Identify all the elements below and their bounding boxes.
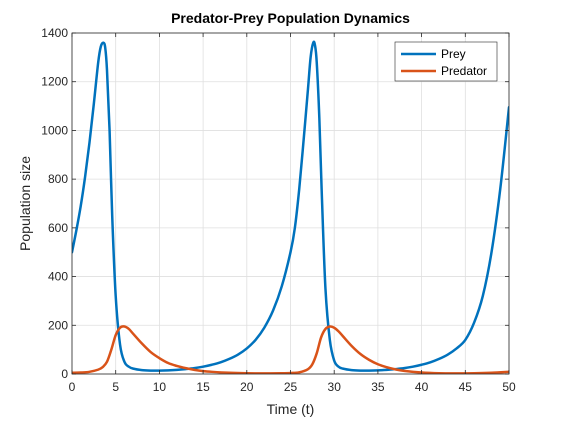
x-tick-label: 10 [153, 380, 167, 394]
x-tick-label: 20 [240, 380, 254, 394]
y-tick-label: 600 [48, 221, 68, 235]
legend-box [394, 41, 498, 82]
tick-labels: 0 5 10 15 20 25 30 35 40 45 50 0 200 400 600 800 1000 120… [41, 26, 516, 394]
series-line-predator [72, 325, 509, 374]
y-tick-label: 1400 [41, 26, 68, 40]
x-tick-label: 40 [415, 380, 429, 394]
x-tick-label: 50 [502, 380, 516, 394]
series-line-prey [72, 40, 509, 372]
x-tick-label: 5 [112, 380, 119, 394]
y-tick-label: 400 [48, 270, 68, 284]
x-tick-label: 35 [371, 380, 385, 394]
x-tick-label: 0 [69, 380, 76, 394]
legend-label-prey: Prey [441, 47, 466, 61]
y-tick-label: 1000 [41, 123, 68, 137]
x-tick-label: 15 [196, 380, 210, 394]
legend: Prey Predator [394, 41, 498, 82]
y-tick-label: 200 [48, 318, 68, 332]
y-axis-title: Population size [17, 156, 33, 251]
legend-label-predator: Predator [441, 64, 487, 78]
x-tick-label: 45 [459, 380, 473, 394]
y-tick-label: 0 [61, 367, 68, 381]
x-tick-label: 25 [284, 380, 298, 394]
x-axis-title: Time (t) [267, 401, 315, 417]
y-tick-label: 800 [48, 172, 68, 186]
chart-title: Predator-Prey Population Dynamics [171, 10, 410, 26]
x-tick-label: 30 [328, 380, 342, 394]
axis-ticks [71, 32, 510, 375]
y-tick-label: 1200 [41, 75, 68, 89]
series-layer [72, 40, 509, 374]
